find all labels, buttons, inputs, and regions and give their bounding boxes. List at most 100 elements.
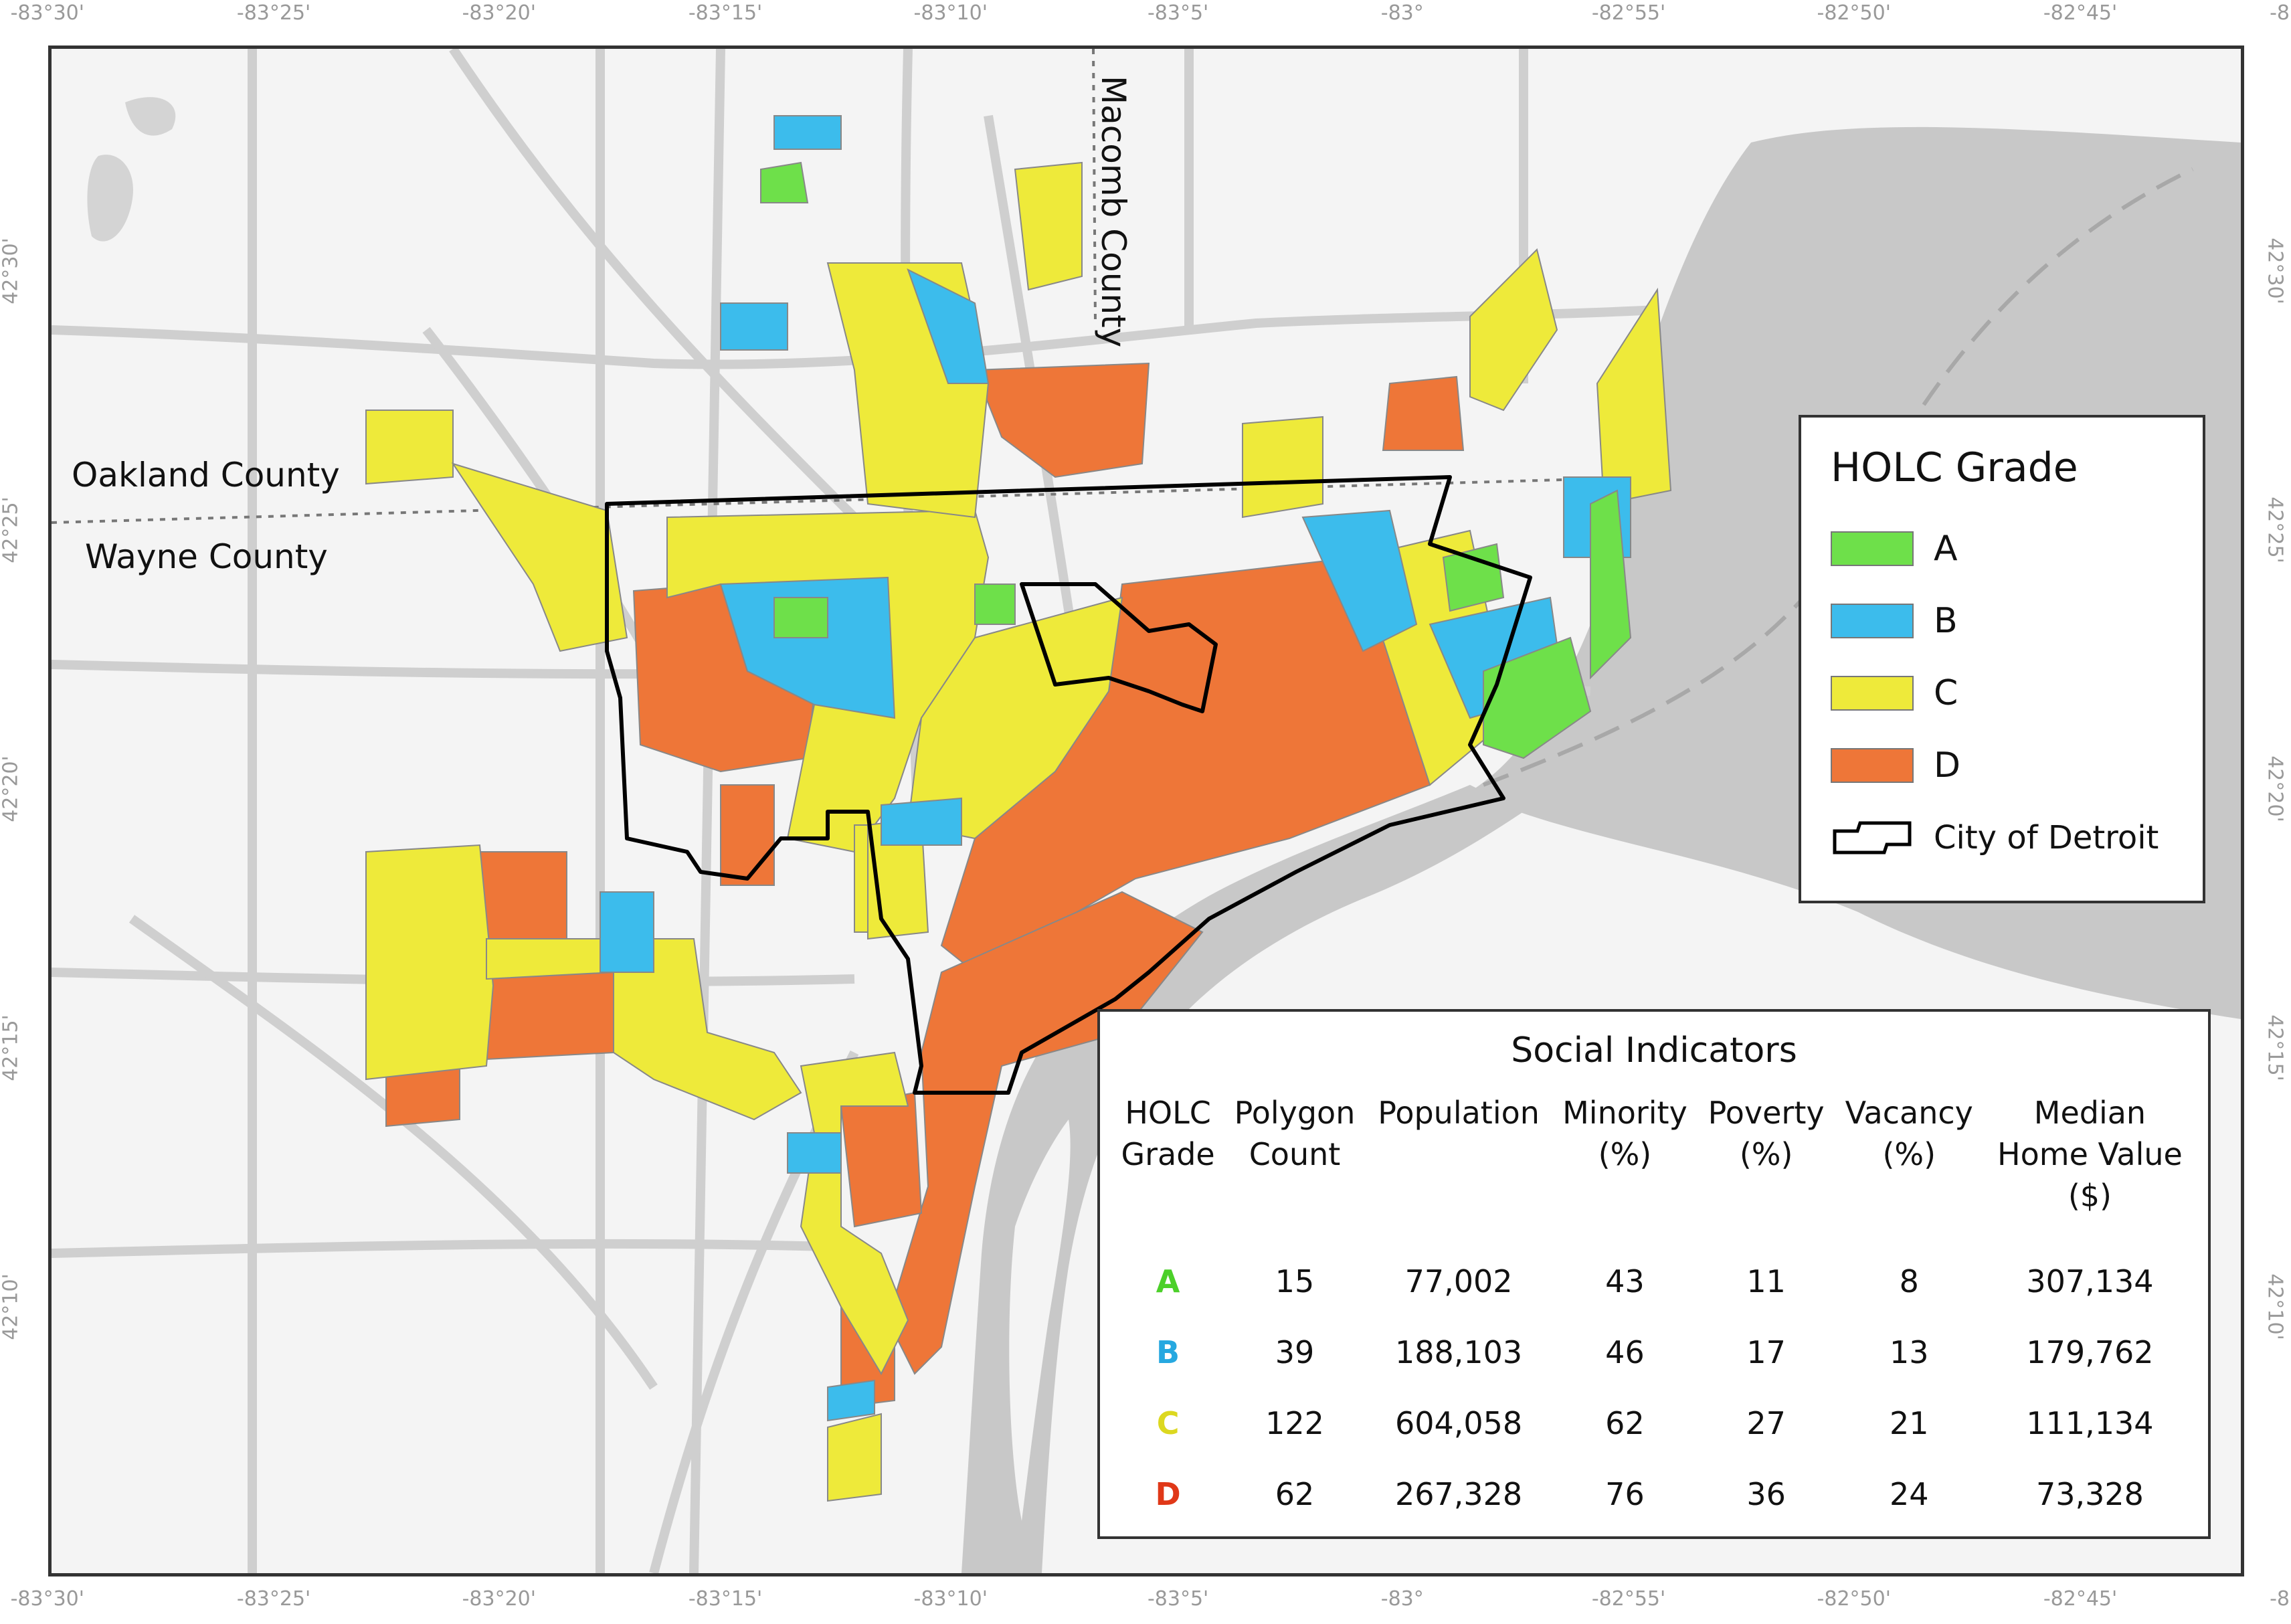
table-cell: 15	[1275, 1263, 1315, 1299]
left-tick-label: 42°20'	[0, 755, 23, 822]
table-header-cell: Median Home Value ($)	[1997, 1095, 2183, 1214]
table-cell: 21	[1890, 1405, 1929, 1441]
holc-polygon-b	[787, 1132, 842, 1174]
left-tick-label: 42°25'	[0, 497, 23, 563]
top-tick-label: -83°10'	[913, 1, 988, 25]
legend-label-a: A	[1934, 529, 1958, 569]
holc-polygon-d	[1382, 375, 1465, 451]
table-body: A 15 77,002 43 11 8 307,134 B 39 188,103 46 17 13 179…	[1112, 1246, 2196, 1530]
holc-polygon-d	[479, 851, 567, 939]
table-cell: 77,002	[1404, 1263, 1513, 1299]
holc-polygon-b	[719, 576, 896, 719]
legend-label-d: D	[1934, 745, 1961, 786]
table-cell: 76	[1605, 1476, 1645, 1512]
table-header-cell: Population	[1378, 1095, 1540, 1131]
table-header-cell: Poverty (%)	[1708, 1095, 1825, 1172]
table-cell: 188,103	[1394, 1334, 1523, 1370]
table-cell: 17	[1746, 1334, 1786, 1370]
holc-polygon-b	[773, 115, 842, 150]
legend-label-city-of-detroit: City of Detroit	[1934, 819, 2159, 856]
table-cell: 179,762	[2026, 1334, 2154, 1370]
wayne-county-label: Wayne County	[85, 537, 328, 576]
table-cell: 111,134	[2026, 1405, 2154, 1441]
table-cell: 46	[1605, 1334, 1645, 1370]
table-cell: 267,328	[1394, 1476, 1523, 1512]
table-cell: 13	[1890, 1334, 1929, 1370]
bottom-tick-label: -82°45'	[2043, 1587, 2118, 1611]
legend-title: HOLC Grade	[1831, 444, 2078, 491]
freeway	[1482, 167, 2194, 787]
left-tick-label: 42°10'	[0, 1273, 23, 1340]
table-row: C 122 604,058 62 27 21 111,134	[1112, 1388, 2196, 1459]
holc-polygon-c	[1014, 161, 1083, 291]
macomb-county-label: Macomb County	[1094, 76, 1133, 348]
holc-polygon-c	[907, 596, 1123, 840]
table-row: D 62 267,328 76 36 24 73,328	[1112, 1459, 2196, 1530]
right-tick-label: 42°30'	[2263, 238, 2287, 304]
table-cell: 73,328	[2035, 1476, 2144, 1512]
oakland-county-label: Oakland County	[72, 456, 340, 494]
holc-grade-legend: HOLC Grade A B C D City of Detroit	[1799, 415, 2205, 903]
bottom-tick-label: -83°30'	[10, 1587, 85, 1611]
legend-swatch-b	[1831, 604, 1914, 638]
table-header-cell: Polygon Count	[1234, 1095, 1356, 1172]
table-cell: 604,058	[1394, 1405, 1523, 1441]
grosse-ile	[1009, 1119, 1071, 1521]
table-cell: 36	[1746, 1476, 1786, 1512]
table-header-row: HOLC Grade Polygon Count Population Minority(…	[1112, 1092, 2196, 1246]
table-cell: 62	[1605, 1405, 1645, 1441]
holc-polygon-d	[974, 362, 1150, 478]
grade-cell: B	[1156, 1334, 1180, 1370]
holc-polygon-c	[1469, 248, 1558, 412]
legend-item-b: B	[1831, 585, 2173, 657]
holc-polygon-a	[760, 161, 809, 203]
top-tick-label: -83°20'	[462, 1, 536, 25]
table-cell: 11	[1746, 1263, 1786, 1299]
holc-polygon-c	[1242, 416, 1323, 519]
holc-polygon-c	[451, 462, 628, 652]
table-row: B 39 188,103 46 17 13 179,762	[1112, 1317, 2196, 1388]
table-cell: 27	[1746, 1405, 1786, 1441]
table-header-cell: Minority (%)	[1562, 1095, 1687, 1172]
holc-polygon-a	[1590, 489, 1632, 680]
legend-item-c: C	[1831, 657, 2173, 729]
holc-polygon-d	[486, 971, 614, 1061]
social-indicators-title: Social Indicators	[1511, 1030, 1797, 1071]
table-row: A 15 77,002 43 11 8 307,134	[1112, 1246, 2196, 1317]
holc-polygon-b	[1301, 509, 1418, 652]
top-tick-label: -83°	[1380, 1, 1424, 25]
top-tick-label: -83°5'	[1147, 1, 1209, 25]
grade-cell: C	[1156, 1405, 1180, 1441]
legend-item-a: A	[1831, 513, 2173, 585]
left-tick-label: 42°15'	[0, 1014, 23, 1081]
holc-polygon-a	[1483, 636, 1592, 759]
map-canvas	[52, 49, 2241, 1573]
top-tick-label: -83°30'	[10, 1, 85, 25]
table-cell: 62	[1275, 1476, 1315, 1512]
legend-swatch-d	[1831, 748, 1914, 783]
holc-polygon-c	[1596, 287, 1672, 505]
top-tick-label: -82°45'	[2043, 1, 2118, 25]
bottom-tick-label: -82°50'	[1817, 1587, 1891, 1611]
legend-label-b: B	[1934, 601, 1958, 641]
city-of-detroit-boundary	[605, 475, 1532, 1095]
bottom-tick-label: -83°5'	[1147, 1587, 1209, 1611]
holc-polygon-d	[720, 784, 775, 886]
table-header-cell: HOLC Grade	[1121, 1095, 1215, 1172]
bottom-tick-label: -82°40'	[2270, 1587, 2291, 1611]
table-cell: 8	[1899, 1263, 1919, 1299]
holc-polygon-b	[720, 302, 788, 351]
legend-item-city-of-detroit: City of Detroit	[1831, 802, 2173, 874]
holc-polygon-b	[600, 891, 654, 973]
highland-park-hamtramck-enclave	[1020, 582, 1218, 713]
right-tick-label: 42°10'	[2263, 1273, 2287, 1340]
legend-item-d: D	[1831, 729, 2173, 802]
legend-swatch-c	[1831, 676, 1914, 711]
holc-polygon-c	[365, 410, 454, 485]
bottom-tick-label: -83°	[1380, 1587, 1424, 1611]
table-cell: 24	[1890, 1476, 1929, 1512]
holc-polygon-d	[840, 1091, 923, 1228]
right-tick-label: 42°25'	[2263, 497, 2287, 563]
table-header-cell: Vacancy (%)	[1845, 1095, 1973, 1172]
top-tick-label: -83°25'	[236, 1, 311, 25]
